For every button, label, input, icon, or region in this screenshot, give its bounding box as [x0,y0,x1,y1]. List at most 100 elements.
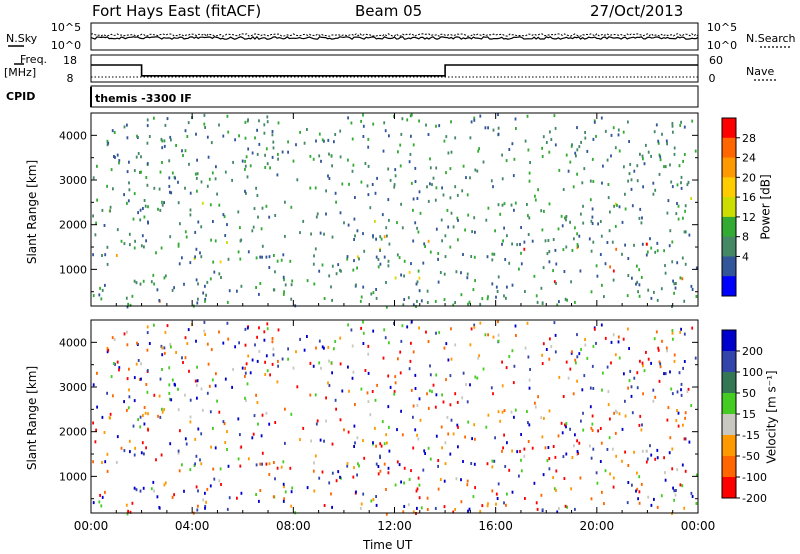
nave-tick: 60 [709,54,723,67]
power-cell [631,204,634,208]
velocity-cell [486,504,489,508]
velocity-cell [656,456,659,460]
velocity-cell [566,505,568,509]
velocity-cell [633,450,635,454]
power-cell [495,295,497,299]
velocity-scale-tick-label: 100 [742,366,763,379]
power-cell [335,272,338,276]
power-cell [665,139,668,143]
power-cell [159,208,162,212]
power-cell [133,279,136,283]
power-cell [556,303,559,307]
power-cell [312,157,315,161]
velocity-cell [638,423,641,427]
power-cell [681,277,684,281]
velocity-cell [153,393,156,397]
velocity-cell [579,476,582,480]
power-cell [271,130,274,133]
power-cell [194,255,196,259]
power-cell [548,260,551,264]
velocity-cell [353,424,356,428]
velocity-cell [374,426,376,430]
power-cell [650,296,653,300]
power-cell [461,189,464,193]
velocity-cell [359,506,362,510]
velocity-cell [664,372,667,376]
velocity-cell [284,441,286,445]
power-cell [426,289,429,293]
power-cell [129,303,132,307]
power-cell [299,231,301,235]
power-cell [640,221,643,225]
velocity-cell [493,459,496,463]
power-cell [462,164,465,168]
power-cell [441,186,443,190]
velocity-cell [362,331,365,335]
velocity-cell [577,451,579,455]
velocity-cell [612,476,615,480]
velocity-cell [170,398,173,402]
velocity-cell [113,362,115,365]
velocity-cell [675,489,677,492]
power-cell [396,221,398,225]
velocity-cell [125,503,128,507]
velocity-cell [401,324,404,328]
velocity-cell [196,365,198,369]
velocity-cell [256,401,259,404]
velocity-cell [562,455,565,459]
power-cell [146,183,149,187]
power-cell [418,276,421,280]
power-cell [266,120,269,124]
power-cell [627,274,630,277]
velocity-cell [657,346,660,350]
velocity-cell [667,406,670,410]
power-cell [174,176,176,180]
power-cell [570,280,572,284]
velocity-cell [513,364,516,368]
velocity-cell [379,469,382,473]
power-cell [657,141,660,145]
velocity-cell [659,365,662,369]
velocity-cell [370,499,373,503]
velocity-cell [652,388,655,392]
power-cell [314,186,317,190]
power-cell [591,157,594,161]
velocity-cell [469,383,471,387]
power-cell [666,211,669,215]
velocity-cell [638,490,641,494]
velocity-cell [561,431,564,435]
velocity-cell [96,371,98,375]
power-cell [695,295,698,298]
velocity-cell [426,508,429,511]
power-cell [161,146,164,150]
power-cell [675,282,677,285]
velocity-cell [550,345,553,348]
power-cell [557,227,560,231]
velocity-cell [110,375,113,379]
velocity-cell [683,332,686,336]
velocity-cell [178,469,181,473]
power-cell [179,222,181,226]
velocity-cell [492,335,495,339]
velocity-scale-swatch [722,393,736,415]
velocity-cell [376,383,378,387]
power-cell [268,266,271,269]
power-cell [497,275,500,279]
power-cell [325,212,327,216]
x-tick-label: 08:00 [276,519,311,533]
power-cell [123,125,126,129]
power-cell [273,254,275,257]
power-cell [132,217,135,221]
power-cell [353,217,356,221]
power-cell [283,278,285,282]
velocity-cell [214,446,217,450]
velocity-cell [383,442,386,446]
power-cell [606,158,609,162]
velocity-cell [629,369,632,373]
power-cell [668,244,671,248]
power-cell [255,256,258,260]
velocity-cell [356,436,359,440]
power-cell [372,122,375,126]
velocity-cell [412,404,415,408]
velocity-cell [410,341,412,345]
